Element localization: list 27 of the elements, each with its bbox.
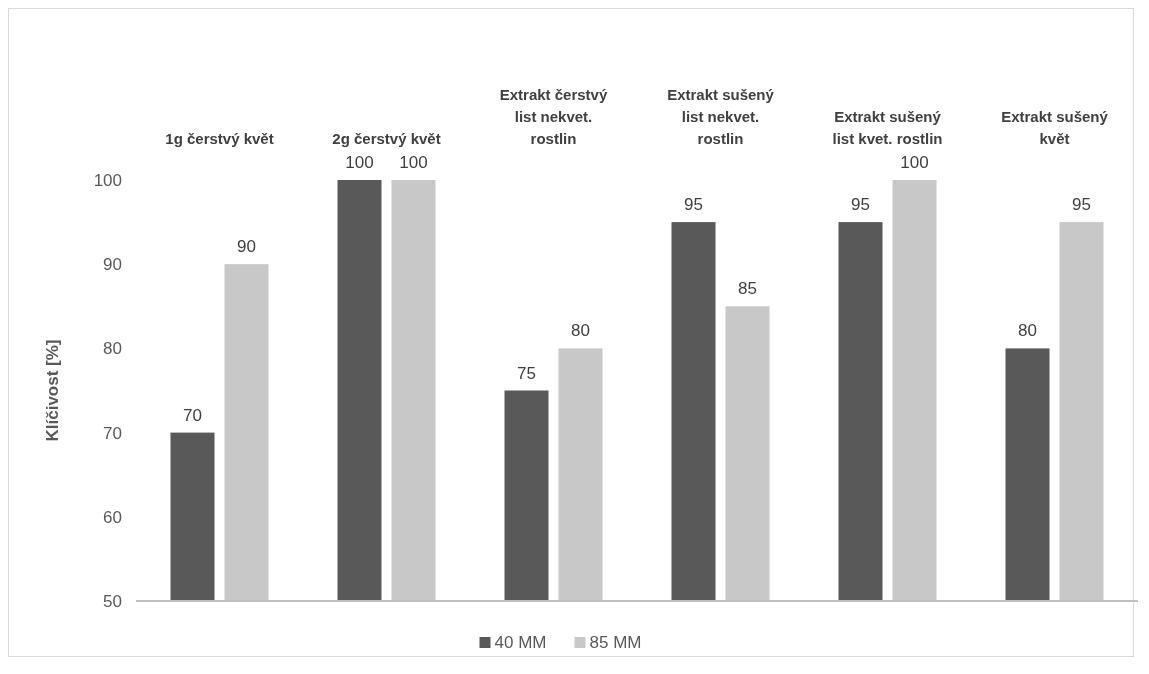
data-label: 90 <box>237 237 256 257</box>
data-label: 80 <box>1018 321 1037 341</box>
data-label: 100 <box>399 153 428 172</box>
data-label: 100 <box>345 153 374 172</box>
x-tick-label: Extrakt sušený list nekvet. rostlin <box>667 86 775 147</box>
data-label: 95 <box>851 195 870 215</box>
data-label: 80 <box>571 321 590 341</box>
data-label: 95 <box>684 195 703 215</box>
data-label: 75 <box>517 363 536 383</box>
y-axis-title: Klíčivost [%] <box>43 339 62 442</box>
y-tick-label: 60 <box>103 507 122 527</box>
y-tick-label: 50 <box>103 591 122 611</box>
data-label: 85 <box>738 279 757 299</box>
legend-label: 85 MM <box>589 633 642 652</box>
x-tick-label: Extrakt čerstvý list nekvet. rostlin <box>499 86 608 147</box>
data-label: 95 <box>1072 195 1091 215</box>
x-tick-label: 2g čerstvý květ <box>332 130 441 147</box>
data-label: 70 <box>183 405 202 425</box>
legend-label: 40 MM <box>494 633 547 652</box>
y-tick-label: 80 <box>103 339 122 359</box>
y-tick-label: 100 <box>93 170 122 190</box>
data-label: 100 <box>900 153 929 172</box>
y-tick-label: 70 <box>103 423 122 443</box>
y-tick-label: 90 <box>103 255 122 275</box>
x-tick-label: Extrakt sušený list kvet. rostlin <box>832 108 943 147</box>
x-tick-label: 1g čerstvý květ <box>165 130 274 147</box>
x-tick-label: Extrakt sušený květ <box>1001 108 1109 147</box>
